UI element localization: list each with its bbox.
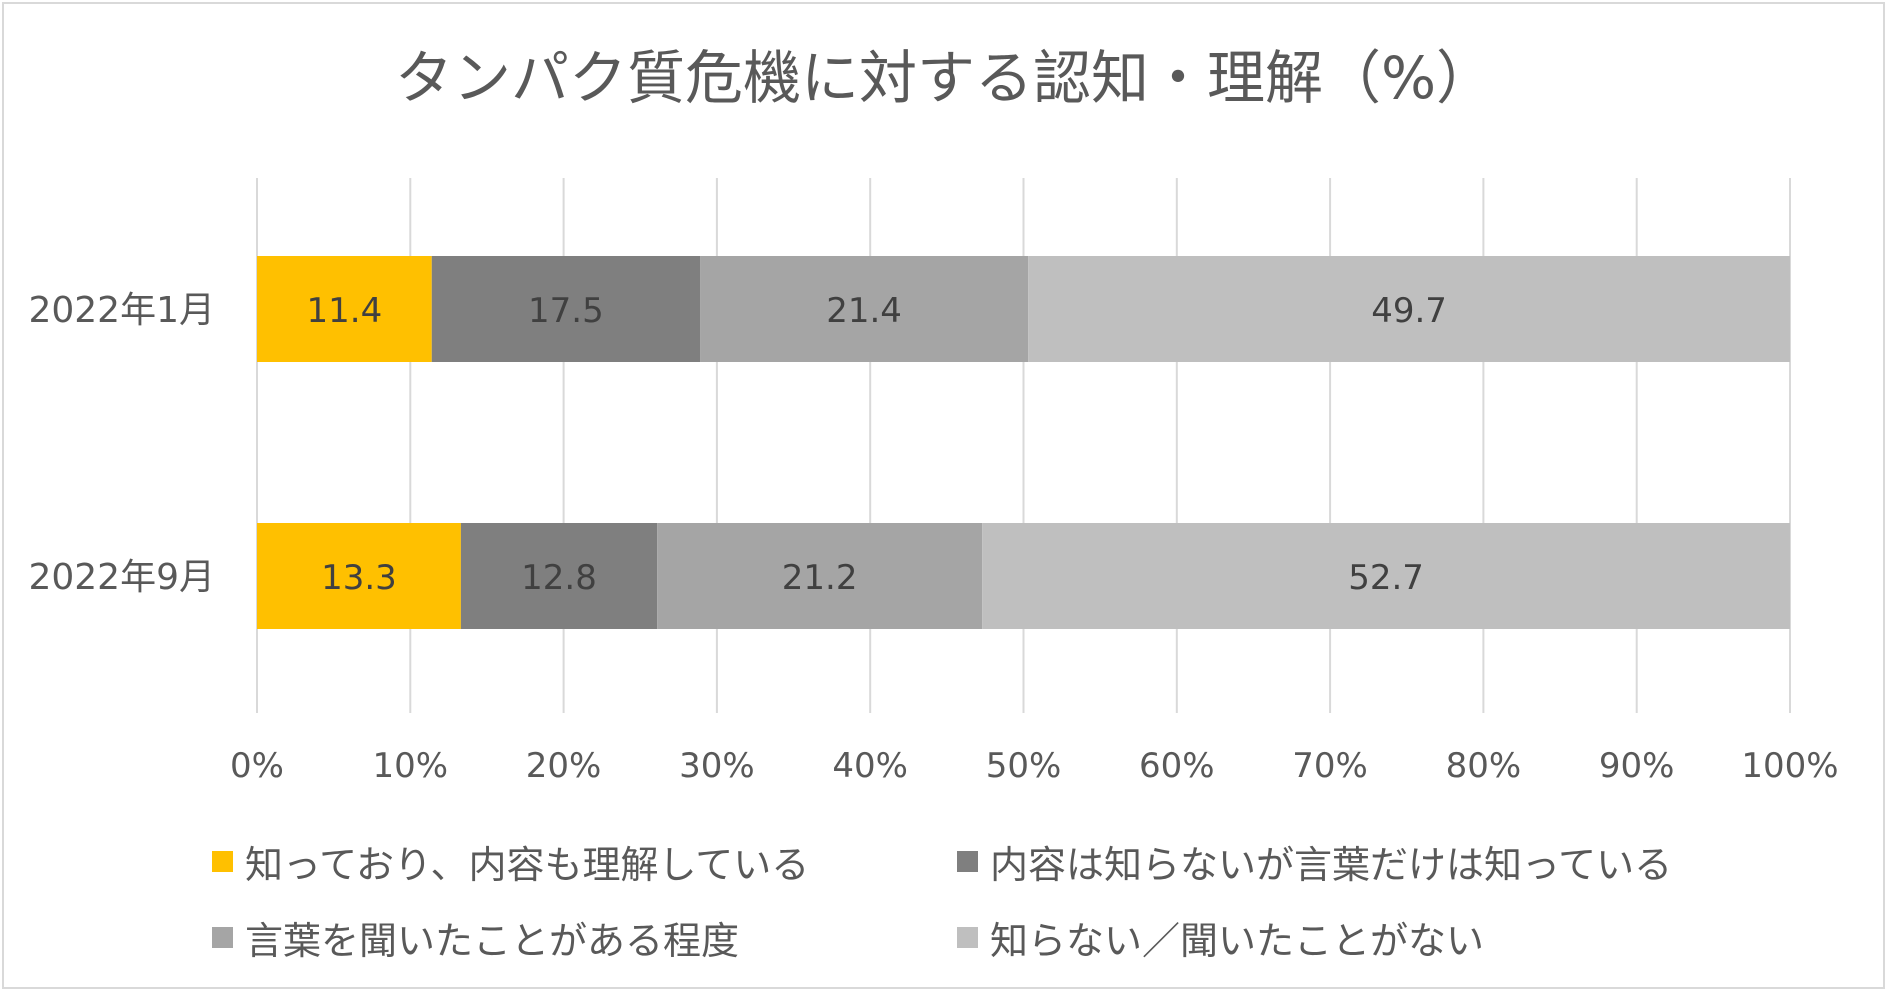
chart-title: タンパク質危機に対する認知・理解（%） [394,44,1495,112]
legend-item-word-only: 内容は知らないが言葉だけは知っている [957,834,1672,889]
legend-swatch-understand [212,851,233,872]
x-tick-label: 20% [526,746,602,786]
legend-item-heard-of: 言葉を聞いたことがある程度 [212,910,739,965]
data-label: 17.5 [528,291,604,331]
data-label: 13.3 [321,558,397,598]
data-label: 21.2 [782,558,858,598]
x-tick-label: 70% [1292,746,1368,786]
legend-label-heard-of: 言葉を聞いたことがある程度 [245,919,740,963]
legend-label-unknown: 知らない／聞いたことがない [990,919,1485,963]
x-tick-label: 50% [986,746,1062,786]
bar-segment [460,523,658,629]
bar-segment [982,523,1790,629]
data-label: 49.7 [1371,291,1447,331]
legend-item-unknown: 知らない／聞いたことがない [957,910,1484,965]
x-tick-label: 60% [1139,746,1215,786]
legend-label-word-only: 内容は知らないが言葉だけは知っている [990,843,1673,887]
bar-segment [257,523,461,629]
legend-swatch-heard-of [212,927,233,948]
data-label: 11.4 [307,291,383,331]
bar-segment [657,523,983,629]
data-label: 52.7 [1348,558,1424,598]
x-tick-label: 10% [373,746,449,786]
bar-segment [1028,256,1790,362]
bar-segment [431,256,701,362]
legend-label-understand: 知っており、内容も理解している [245,843,810,887]
legend-item-understand: 知っており、内容も理解している [212,834,809,889]
x-tick-label: 40% [832,746,908,786]
y-category-label: 2022年9月 [28,557,215,598]
x-tick-label: 80% [1446,746,1522,786]
legend-swatch-unknown [957,927,978,948]
x-tick-label: 90% [1599,746,1675,786]
data-label: 12.8 [521,558,597,598]
x-tick-label: 0% [230,746,284,786]
x-tick-label: 100% [1741,746,1838,786]
bar-segment [257,256,432,362]
data-label: 21.4 [826,291,902,331]
y-category-label: 2022年1月 [28,290,215,331]
x-tick-label: 30% [679,746,755,786]
bar-segment [700,256,1029,362]
legend-swatch-word-only [957,851,978,872]
